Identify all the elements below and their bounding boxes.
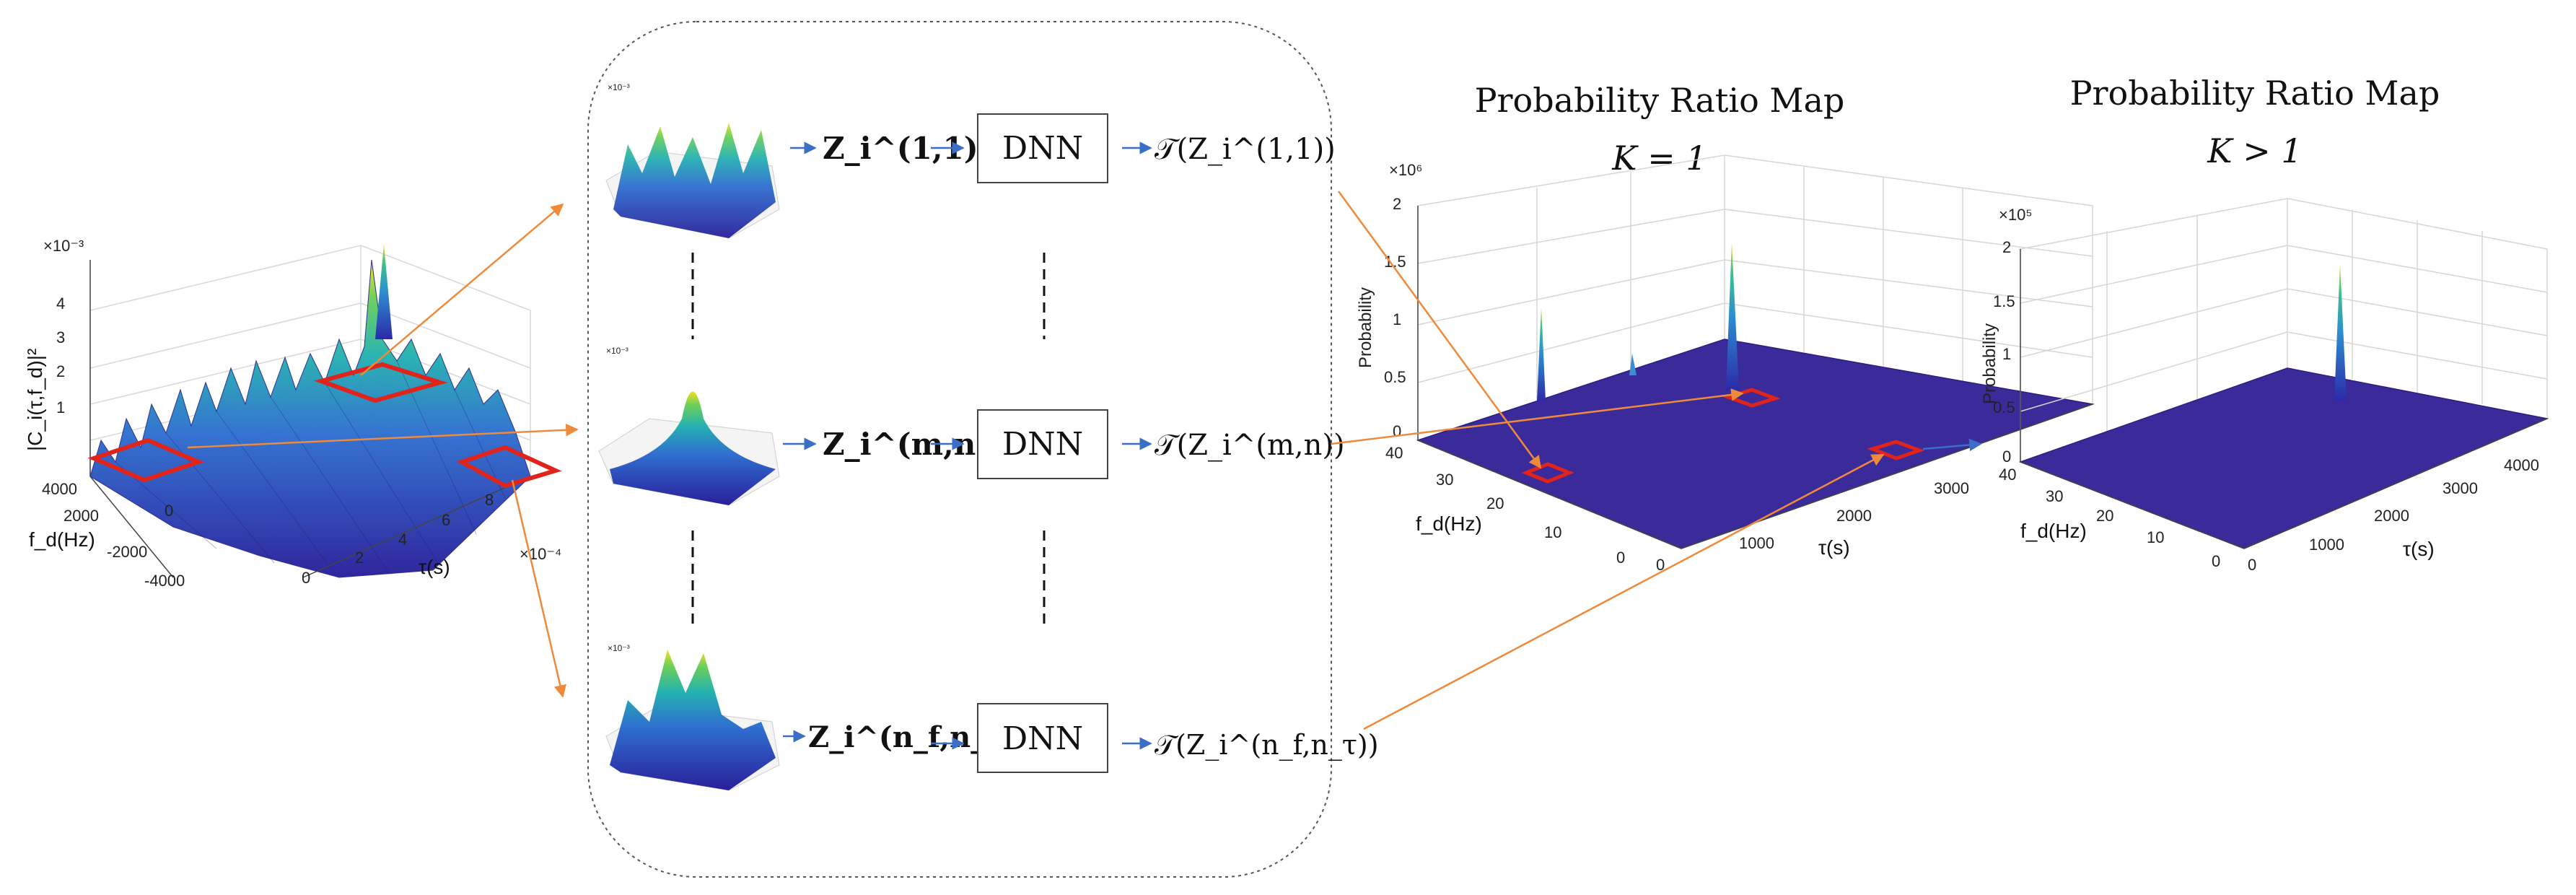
map-kgt1-x-tick-1: 0 <box>2248 556 2256 574</box>
dnn-block-row-3 <box>977 703 1108 773</box>
left-z-tick-2: 3 <box>56 328 65 346</box>
map-kgt1-z-tick-1: 2 <box>2002 238 2011 256</box>
map-kgt1-y-label: f_d(Hz) <box>2020 520 2087 542</box>
map-to-map-arrow <box>1922 438 1982 452</box>
output-label-row-2: 𝒯(Z_i^(m,n)) <box>1155 429 1345 462</box>
output-to-map-arrows <box>1331 191 1885 730</box>
left-x-tick-1: 0 <box>302 569 310 587</box>
left-surface-peak <box>375 244 393 339</box>
left-x-axis <box>302 476 531 578</box>
left-highlight-boxes <box>87 362 562 489</box>
left-z-label: |C_i(τ,f_d)|² <box>24 349 46 451</box>
left-surface <box>89 259 531 578</box>
left-z-scale: ×10⁻³ <box>43 237 84 255</box>
map-kgt1-y-tick-3: 20 <box>2096 507 2113 525</box>
map-k1-z-scale: ×10⁶ <box>1389 161 1422 179</box>
map-k1-peak-minor <box>1629 354 1637 375</box>
map-kgt1-z-tick-5: 0 <box>2002 448 2011 466</box>
map-k1-peak-small <box>1537 307 1546 401</box>
left-y-axis <box>89 476 174 578</box>
dnn-block-row-2 <box>977 409 1108 479</box>
output-label-row-3: 𝒯(Z_i^(n_f,n_τ)) <box>1155 729 1379 761</box>
output-label-row-1: 𝒯(Z_i^(1,1)) <box>1155 133 1336 166</box>
left-y-tick-4: -2000 <box>107 543 147 561</box>
svg-text:×10⁻³: ×10⁻³ <box>608 82 630 92</box>
map-k1-y-tick-1: 40 <box>1385 444 1403 462</box>
map-kgt1-z-tick-3: 1 <box>2002 345 2011 363</box>
map-kgt1-y-tick-5: 0 <box>2212 552 2220 570</box>
map-k1-x-tick-2: 1000 <box>1739 534 1774 552</box>
map-kgt1-z-scale: ×10⁵ <box>1999 206 2032 224</box>
map-k1-z-tick-3: 1 <box>1393 310 1401 328</box>
map-k1-x-tick-4: 3000 <box>1934 479 1969 497</box>
left-x-tick-3: 4 <box>398 531 407 549</box>
map-kgt1-subtitle: K > 1 <box>2207 131 2302 170</box>
map-kgt1-y-tick-2: 30 <box>2046 487 2063 505</box>
patch-thumbnail-3: ×10⁻³ <box>605 643 780 791</box>
map-k1-y-tick-3: 20 <box>1486 494 1504 512</box>
map-kgt1-x-tick-3: 2000 <box>2374 507 2409 525</box>
map-k1-y-label: f_d(Hz) <box>1416 512 1482 535</box>
left-x-tick-5: 8 <box>485 491 494 509</box>
left-y-label: f_d(Hz) <box>29 528 95 551</box>
map-k1-z-tick-1: 2 <box>1393 195 1401 213</box>
map-k1-x-label: τ(s) <box>1818 536 1850 559</box>
input-label-row-2: Z_i^(m,n) <box>823 427 990 462</box>
map-kgt1-z-label: Probability <box>1980 323 1999 404</box>
probability-map-kgt1: Probability Ratio Map K > 1 ×10⁵ 2 1.5 1… <box>1980 74 2549 574</box>
left-z-tick-1: 4 <box>56 294 65 313</box>
dnn-label-row-3: DNN <box>1002 720 1083 757</box>
left-x-label: τ(s) <box>419 556 450 578</box>
map-kgt1-z-tick-2: 1.5 <box>1993 292 2015 310</box>
left-z-tick-3: 2 <box>56 362 65 380</box>
left-y-tick-3: 0 <box>165 502 173 520</box>
map-kgt1-x-tick-4: 3000 <box>2443 479 2478 497</box>
dnn-label-row-2: DNN <box>1002 426 1083 463</box>
map-kgt1-y-tick-4: 10 <box>2147 528 2164 546</box>
dnn-label-row-1: DNN <box>1002 130 1083 167</box>
map-k1-z-tick-5: 0 <box>1393 422 1401 440</box>
map-kgt1-z-tick-4: 0.5 <box>1993 398 2015 416</box>
map-k1-x-tick-1: 0 <box>1656 556 1665 574</box>
dnn-block-row-1 <box>977 113 1108 183</box>
map-k1-x-tick-3: 2000 <box>1836 507 1872 525</box>
map-kgt1-x-label: τ(s) <box>2403 538 2435 560</box>
left-to-patch-arrows <box>187 203 579 698</box>
left-x-tick-4: 6 <box>442 511 450 529</box>
left-z-tick-4: 1 <box>56 398 65 416</box>
patch-thumbnail-1: ×10⁻³ <box>605 82 780 239</box>
map-k1-y-tick-2: 30 <box>1436 471 1453 489</box>
map-k1-peak-large <box>1726 242 1739 390</box>
map-k1-y-tick-5: 0 <box>1616 549 1625 567</box>
pipeline-row-2: Z_i^(m,n) DNN 𝒯(Z_i^(m,n)) <box>783 409 1345 479</box>
left-y-tick-2: 2000 <box>63 507 99 525</box>
left-y-tick-1: 4000 <box>42 480 77 498</box>
patch-processing-frame <box>587 21 1332 878</box>
cross-ambiguity-surface-plot: ×10⁻³ 4 3 2 1 |C_i(τ,f_d)|² 4000 2000 0 … <box>24 237 562 590</box>
map-kgt1-x-axis <box>2243 418 2548 549</box>
row-ellipsis-dashes <box>691 253 1046 628</box>
map-k1-y-tick-4: 10 <box>1544 523 1561 541</box>
map-k1-title: Probability Ratio Map <box>1475 81 1845 120</box>
left-x-scale: ×10⁻⁴ <box>520 545 561 563</box>
map-kgt1-peak <box>2334 263 2347 401</box>
map-k1-z-label: Probability <box>1356 287 1375 368</box>
map-kgt1-x-tick-2: 1000 <box>2309 536 2344 554</box>
map-k1-y-axis <box>1417 440 1682 549</box>
map-kgt1-y-tick-1: 40 <box>1999 466 2016 484</box>
pipeline-row-3: Z_i^(n_f,n_τ) DNN 𝒯(Z_i^(n_f,n_τ)) <box>783 703 1379 773</box>
svg-text:×10⁻³: ×10⁻³ <box>608 643 630 653</box>
patch-thumbnail-2: ×10⁻³ <box>598 346 780 506</box>
left-y-tick-5: -4000 <box>144 572 185 590</box>
left-x-tick-2: 2 <box>355 549 364 567</box>
svg-text:×10⁻³: ×10⁻³ <box>606 346 628 356</box>
map-kgt1-title: Probability Ratio Map <box>2070 74 2440 113</box>
map-kgt1-y-axis <box>2020 461 2245 549</box>
pipeline-row-1: Z_i^(1,1) DNN 𝒯(Z_i^(1,1)) <box>790 113 1336 183</box>
map-k1-z-tick-4: 0.5 <box>1384 368 1406 386</box>
map-kgt1-x-tick-5: 4000 <box>2504 456 2539 474</box>
